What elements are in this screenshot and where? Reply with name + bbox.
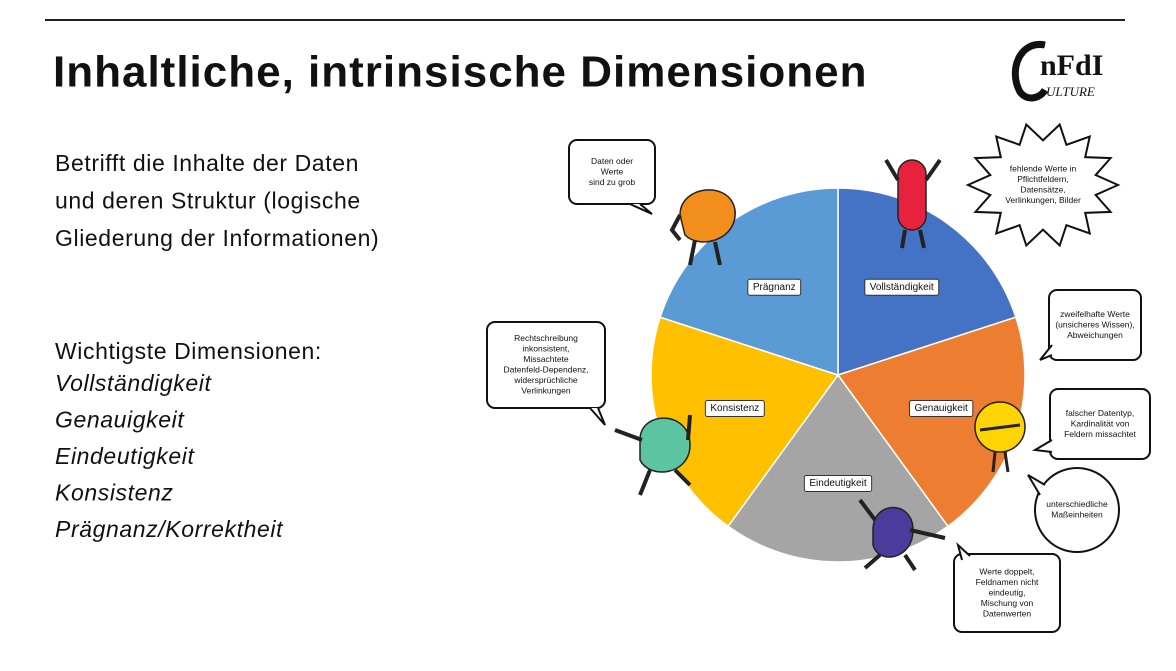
dimension-item: Prägnanz/Korrektheit: [55, 516, 284, 542]
bubble-body: [1049, 388, 1151, 460]
bubble-body: [568, 139, 656, 205]
bubble-text: Kardinalität von: [1071, 418, 1130, 428]
characters: [614, 158, 1026, 572]
intro-line: Gliederung der Informationen): [55, 225, 379, 251]
bubble-text: Abweichungen: [1067, 330, 1123, 340]
segment-label: Eindeutigkeit: [809, 478, 866, 489]
bubble-text: Verlinkungen, Bilder: [1005, 195, 1081, 205]
dimension-item: Eindeutigkeit: [55, 443, 196, 469]
bubble-text: Pflichtfeldern,: [1017, 174, 1069, 184]
bubble-body: [965, 122, 1121, 248]
intro-line: Betrifft die Inhalte der Daten: [55, 150, 359, 176]
bubble-tail: [1039, 344, 1053, 361]
logo-c: [1011, 41, 1048, 102]
bubble-text: eindeutig,: [989, 587, 1026, 597]
bubble-text: widersprüchliche: [513, 375, 578, 385]
character-limbs: [858, 498, 946, 572]
speech-bubble: Rechtschreibunginkonsistent,MissachteteD…: [486, 321, 606, 426]
bubble-text: Mischung von: [981, 598, 1034, 608]
bubble-tail: [589, 407, 606, 426]
bubble-text: sind zu grob: [589, 177, 636, 187]
bubble-text: falscher Datentyp,: [1066, 408, 1135, 418]
bubble-text: (unsicheres Wissen),: [1055, 319, 1134, 329]
bubble-text: fehlende Werte in: [1010, 164, 1077, 174]
bubble-tail: [629, 203, 653, 215]
bubble-text: Datensätze,: [1020, 185, 1065, 195]
character-orange: [679, 189, 736, 243]
bubble-text: inkonsistent,: [522, 344, 569, 354]
bubble-tail: [1031, 439, 1053, 453]
bubble-text: Verlinkungen: [521, 386, 570, 396]
segment-label-box: [908, 400, 974, 418]
bubble-body: [953, 553, 1061, 633]
bubble-body: [486, 321, 606, 409]
bubble-text: Werte doppelt,: [979, 566, 1034, 576]
intro: Betrifft die Inhalte der Daten und deren …: [55, 150, 379, 251]
segment-label-box: [803, 474, 873, 492]
speech-bubble: falscher Datentyp,Kardinalität vonFelder…: [1031, 388, 1151, 460]
bubble-text: Datenfeld-Dependenz,: [503, 365, 588, 375]
logo: nFdI ULTURE: [1011, 41, 1103, 102]
character-limbs: [979, 423, 1021, 473]
segment-label: Konsistenz: [710, 403, 759, 414]
bubble-text: Daten oder: [591, 156, 633, 166]
logo-mark: nFdI: [1040, 49, 1103, 82]
segment-label-box: [747, 278, 802, 296]
logo-sub: ULTURE: [1046, 84, 1095, 99]
bubble-body: [1034, 467, 1120, 553]
title: Inhaltliche, intrinsische Dimensionen: [53, 48, 868, 97]
segment-label: Prägnanz: [753, 282, 796, 293]
dimension-item: Vollständigkeit: [55, 370, 212, 396]
pie: Vollständigkeit Genauigkeit Eindeutigkeit K…: [650, 187, 1026, 563]
speech-bubble: Werte doppelt,Feldnamen nichteindeutig,M…: [953, 541, 1061, 633]
bubble-text: Rechtschreibung: [514, 333, 578, 343]
bubble-text: zweifelhafte Werte: [1060, 309, 1130, 319]
dimension-item: Konsistenz: [55, 480, 174, 506]
intro-line: und deren Struktur (logische: [55, 188, 361, 214]
dimension-item: Genauigkeit: [55, 407, 185, 433]
dimensions-heading: Wichtigste Dimensionen:: [55, 338, 322, 364]
segment-label: Vollständigkeit: [870, 282, 934, 293]
character-limbs: [669, 214, 722, 266]
bubble-text: Werte: [601, 166, 624, 176]
bubble-text: Datenwerten: [983, 608, 1031, 618]
bubble-body: [1048, 289, 1142, 361]
dimension-list: Vollständigkeit Genauigkeit Eindeutigkeit K…: [55, 370, 284, 542]
character-green: [639, 417, 691, 473]
character-limbs: [884, 158, 942, 249]
segment-label-box: [864, 278, 940, 296]
character-limbs: [614, 414, 692, 496]
speech-bubble: fehlende Werte inPflichtfeldern,Datensät…: [965, 122, 1121, 248]
bubble-tail: [1027, 474, 1046, 496]
bubble-tail: [956, 541, 971, 561]
segment-label-box: [704, 400, 765, 418]
bubble-text: Feldnamen nicht: [976, 577, 1039, 587]
bubble-text: Maßeinheiten: [1051, 510, 1103, 520]
character-red: [897, 159, 927, 231]
speech-bubble: zweifelhafte Werte(unsicheres Wissen),Ab…: [1039, 289, 1142, 361]
bubble-text: unterschiedliche: [1046, 499, 1108, 509]
bubble-text: Missachtete: [523, 354, 569, 364]
segment-label: Genauigkeit: [914, 403, 968, 414]
bubble-text: Feldern missachtet: [1064, 429, 1136, 439]
